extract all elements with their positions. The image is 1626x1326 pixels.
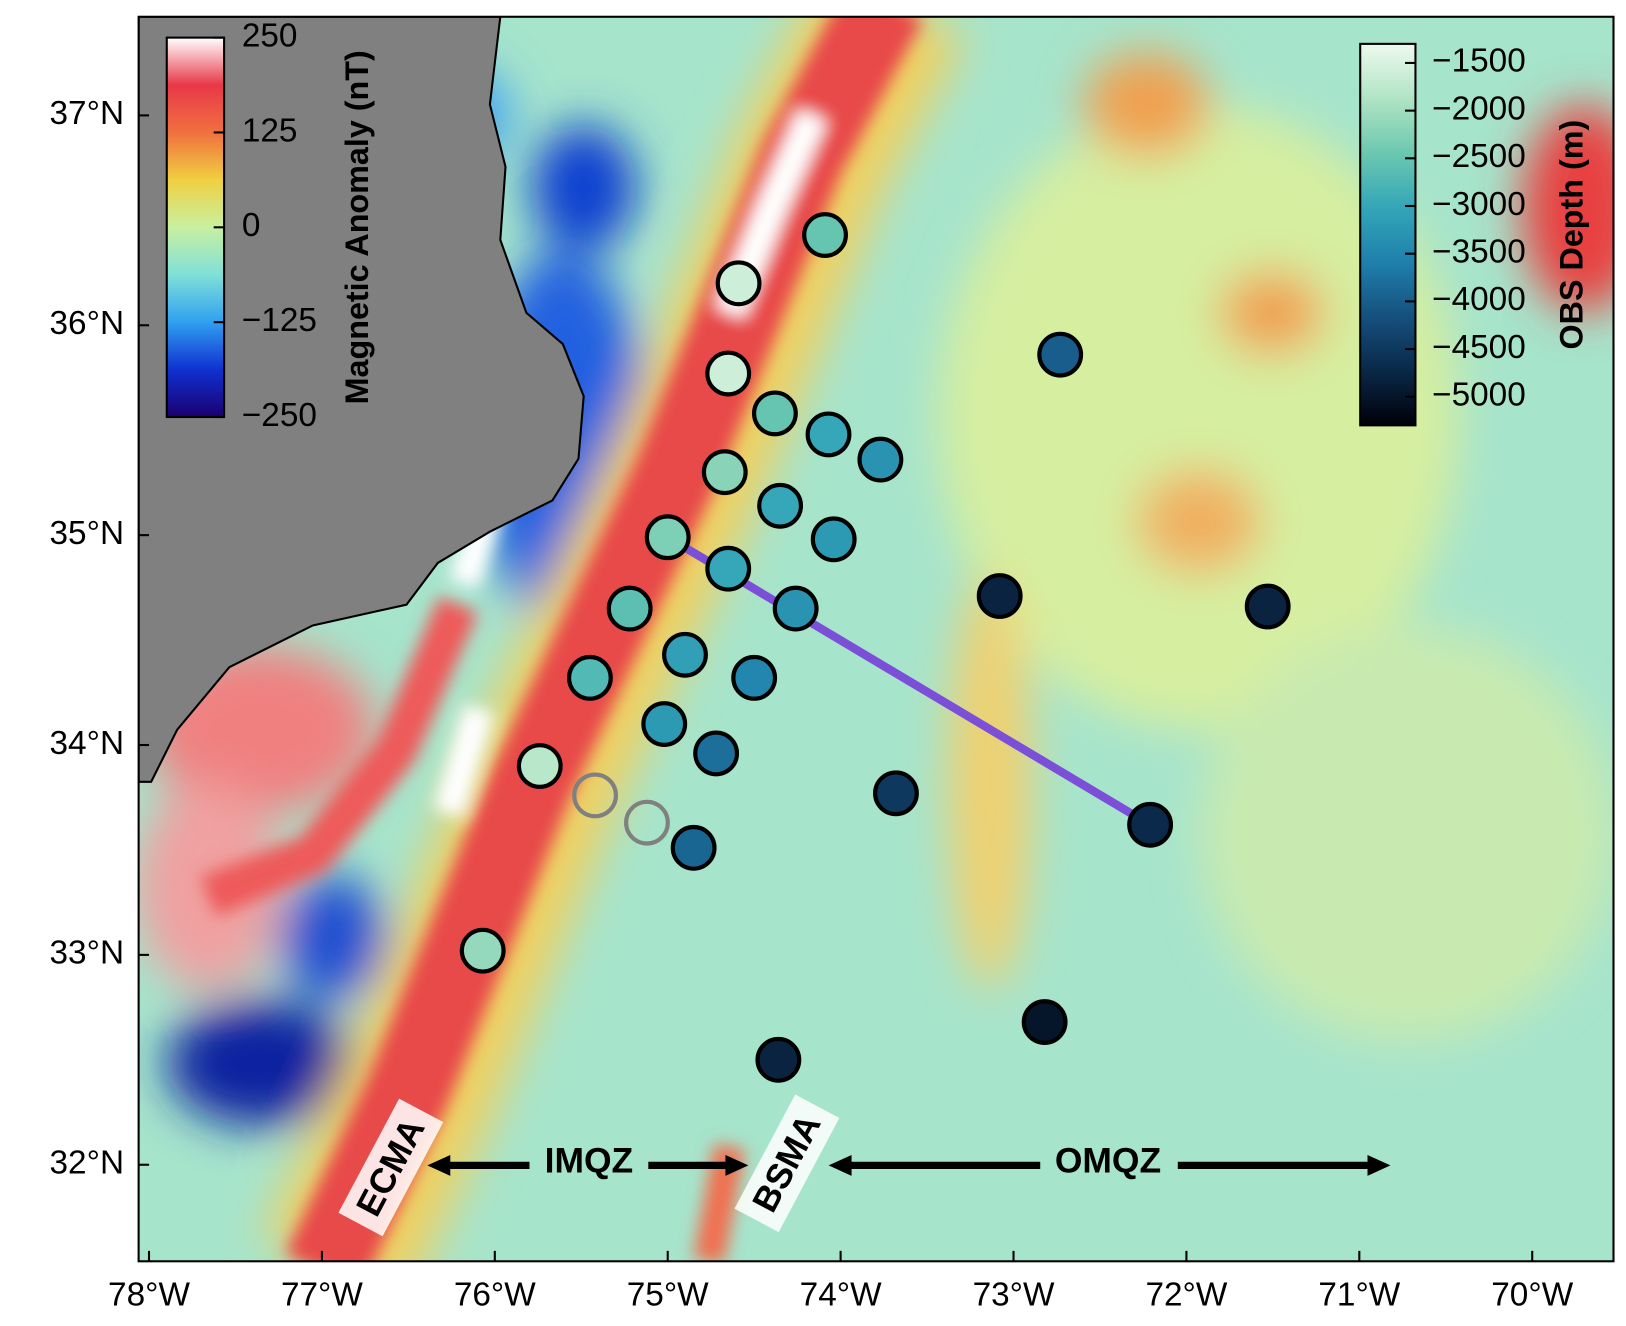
colorbar-tick-label: −4000 (1432, 281, 1526, 318)
x-tick-label: 78°W (108, 1277, 190, 1314)
obs-station (757, 482, 804, 529)
obs-station (715, 260, 762, 307)
obs-station (1037, 331, 1084, 378)
x-tick-label: 72°W (1145, 1277, 1227, 1314)
obs-station (644, 514, 691, 561)
colorbar-tick-label: 250 (242, 17, 298, 54)
obs-station (751, 390, 798, 437)
obs-station (772, 585, 819, 632)
land (138, 16, 585, 783)
x-tick-label: 76°W (454, 1277, 536, 1314)
obs-station (1244, 583, 1291, 630)
obs-station (641, 701, 688, 747)
colorbar-label: Magnetic Anomaly (nT) (339, 50, 375, 404)
colorbar-tick-label: 125 (242, 112, 298, 149)
obs-station (566, 654, 613, 701)
colorbar-tick-label: −5000 (1432, 377, 1526, 414)
y-tick-label: 36°N (50, 305, 125, 342)
colorbar-tick-label: −3000 (1432, 186, 1526, 223)
obs-station (802, 212, 848, 258)
y-tick-label: 32°N (50, 1145, 125, 1182)
obs-station (693, 730, 740, 777)
colorbar-tick-label: −3500 (1432, 233, 1526, 270)
obs-station (1021, 999, 1068, 1045)
profile-line (663, 533, 1155, 829)
obs-station (670, 824, 717, 871)
obs-station (701, 449, 748, 496)
colorbar-tick-label: −250 (242, 397, 317, 434)
zone-arrows (427, 1154, 1391, 1176)
obs-station (976, 573, 1023, 619)
colorbar-tick-label: −1500 (1432, 43, 1526, 80)
x-tick-label: 77°W (281, 1277, 363, 1314)
colorbar-tick-label: 0 (242, 207, 261, 244)
obs-station (805, 411, 852, 458)
obs-station (873, 770, 919, 817)
obs-station (516, 743, 563, 789)
obs-station (705, 350, 752, 397)
map-frame (137, 15, 1615, 1263)
obs-station (755, 1036, 802, 1083)
colorbar-tick-label: −2500 (1432, 138, 1526, 175)
obs-station (572, 772, 619, 819)
colorbar-tick-label: −4500 (1432, 329, 1526, 366)
obs-station (1127, 801, 1174, 848)
x-tick-label: 73°W (973, 1277, 1055, 1314)
y-tick-label: 33°N (50, 935, 125, 972)
colorbar (1359, 42, 1417, 427)
obs-station (857, 436, 904, 483)
colorbar-tick-label: −125 (242, 302, 317, 339)
obs-station (705, 545, 752, 592)
y-tick-label: 37°N (50, 95, 125, 132)
x-tick-label: 74°W (800, 1277, 882, 1314)
obs-station (662, 631, 708, 678)
obs-station (459, 927, 506, 974)
obs-station (624, 799, 670, 846)
x-tick-label: 70°W (1491, 1277, 1573, 1314)
colorbar-label: OBS Depth (m) (1553, 120, 1589, 350)
annotation: IMQZ (545, 1141, 634, 1181)
annotation: OMQZ (1055, 1141, 1161, 1181)
obs-station (810, 516, 857, 563)
x-tick-label: 75°W (627, 1277, 709, 1314)
y-tick-label: 34°N (50, 725, 125, 762)
colorbar-tick-label: −2000 (1432, 90, 1526, 127)
obs-station (731, 654, 778, 701)
y-tick-label: 35°N (50, 515, 125, 552)
x-tick-label: 71°W (1318, 1277, 1400, 1314)
obs-station (606, 585, 653, 632)
